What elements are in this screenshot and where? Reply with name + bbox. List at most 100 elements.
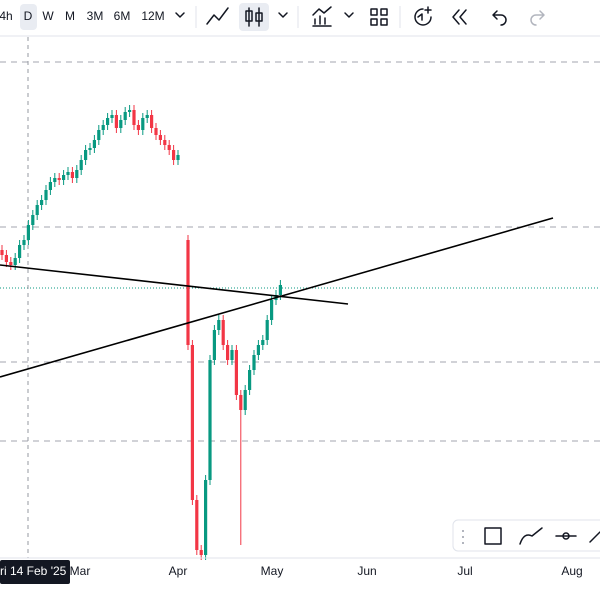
candle-icon[interactable]: [245, 7, 263, 27]
line-chart-icon[interactable]: [206, 7, 229, 25]
candle-body: [252, 355, 256, 370]
time-labels: Mar Apr May Jun Jul Aug: [70, 564, 583, 578]
candle-body: [0, 250, 4, 255]
interval-button[interactable]: 6M: [114, 9, 131, 23]
horizontal-levels: [0, 61, 600, 442]
candle-body: [141, 118, 145, 130]
candle-body: [92, 140, 96, 148]
brush-tool[interactable]: [519, 527, 543, 545]
candle-body: [199, 550, 203, 555]
candle-body: [226, 345, 230, 360]
crosshair-label: ri 14 Feb '25: [0, 564, 67, 578]
chart-type-dropdown[interactable]: [278, 12, 288, 18]
candle-body: [101, 125, 105, 130]
candle-body: [154, 128, 158, 135]
candle-body: [204, 480, 208, 555]
indicators-dropdown[interactable]: [344, 12, 354, 18]
candle-body: [163, 140, 167, 145]
candle-body: [31, 215, 35, 225]
candle-body: [150, 115, 154, 128]
time-label: Aug: [561, 564, 582, 578]
candle-body: [123, 112, 127, 120]
candle-body: [66, 172, 70, 175]
candle-body: [256, 345, 260, 355]
interval-button[interactable]: D: [24, 9, 33, 23]
candle-body: [186, 240, 190, 345]
interval-button[interactable]: 4h: [0, 9, 13, 23]
rectangle-tool[interactable]: [484, 527, 502, 545]
interval-button[interactable]: W: [42, 9, 54, 23]
candle-body: [261, 340, 265, 345]
candle-body: [172, 150, 176, 160]
replay-icon[interactable]: [452, 9, 467, 25]
toolbar: [0, 0, 600, 35]
candle-body: [18, 245, 22, 258]
interval-button[interactable]: M: [65, 9, 75, 23]
candle-body: [4, 255, 8, 262]
alert-icon[interactable]: [414, 6, 432, 26]
candle-button-bg: [239, 3, 269, 31]
candle-body: [270, 300, 274, 320]
candle-body: [88, 148, 92, 150]
candle-body: [44, 190, 48, 200]
candle-body: [40, 200, 44, 205]
interval-dropdown[interactable]: [175, 12, 185, 18]
trend-line: [0, 217, 554, 378]
drawing-tools: [462, 527, 600, 545]
indicators-icon[interactable]: [312, 6, 332, 27]
trend-tool[interactable]: [589, 531, 600, 543]
candle-body: [119, 120, 123, 128]
candle-body: [84, 150, 88, 160]
candle-body: [195, 500, 199, 550]
crosshair-label-bg: [0, 560, 70, 584]
layout-icon[interactable]: [370, 8, 388, 26]
candle-body: [243, 390, 247, 410]
candle-body: [265, 320, 269, 340]
interval-button[interactable]: 3M: [87, 9, 104, 23]
toolbar-icons: [175, 3, 545, 31]
active-interval-bg: [20, 4, 37, 30]
interval-buttons: 4h D W M 3M 6M 12M: [0, 9, 165, 23]
candle-body: [22, 240, 26, 245]
candle-body: [230, 350, 234, 360]
candle-body: [114, 115, 118, 128]
candle-body: [26, 225, 30, 240]
candle-body: [221, 320, 225, 345]
candle-body: [158, 135, 162, 140]
time-label: Mar: [70, 564, 91, 578]
candle-body: [132, 110, 136, 125]
candle-body: [13, 258, 17, 265]
candle-body: [176, 155, 180, 160]
candle-body: [136, 125, 140, 130]
trend-line: [0, 264, 349, 305]
time-label: May: [261, 564, 284, 578]
time-label: Apr: [169, 564, 188, 578]
candle-body: [62, 175, 66, 180]
candle-body: [57, 178, 61, 180]
candle-body: [248, 370, 252, 390]
candle-body: [106, 118, 110, 125]
redo-icon[interactable]: [530, 10, 545, 26]
candle-body: [208, 360, 212, 480]
candle-body: [48, 182, 52, 190]
candle-body: [190, 345, 194, 500]
candle-body: [145, 115, 149, 118]
candle-body: [70, 172, 74, 178]
candle-body: [212, 330, 216, 360]
undo-icon[interactable]: [492, 10, 507, 26]
line-tool[interactable]: [555, 532, 577, 540]
candles: [0, 105, 282, 560]
time-label: Jun: [357, 564, 376, 578]
time-label: Jul: [457, 564, 472, 578]
candle-body: [9, 262, 13, 265]
candle-body: [239, 395, 243, 410]
candle-body: [53, 178, 57, 182]
candle-body: [278, 285, 282, 295]
candle-body: [234, 350, 238, 395]
candle-body: [97, 130, 101, 140]
candle-body: [167, 145, 171, 150]
interval-button[interactable]: 12M: [141, 9, 164, 23]
candle-body: [217, 320, 221, 330]
